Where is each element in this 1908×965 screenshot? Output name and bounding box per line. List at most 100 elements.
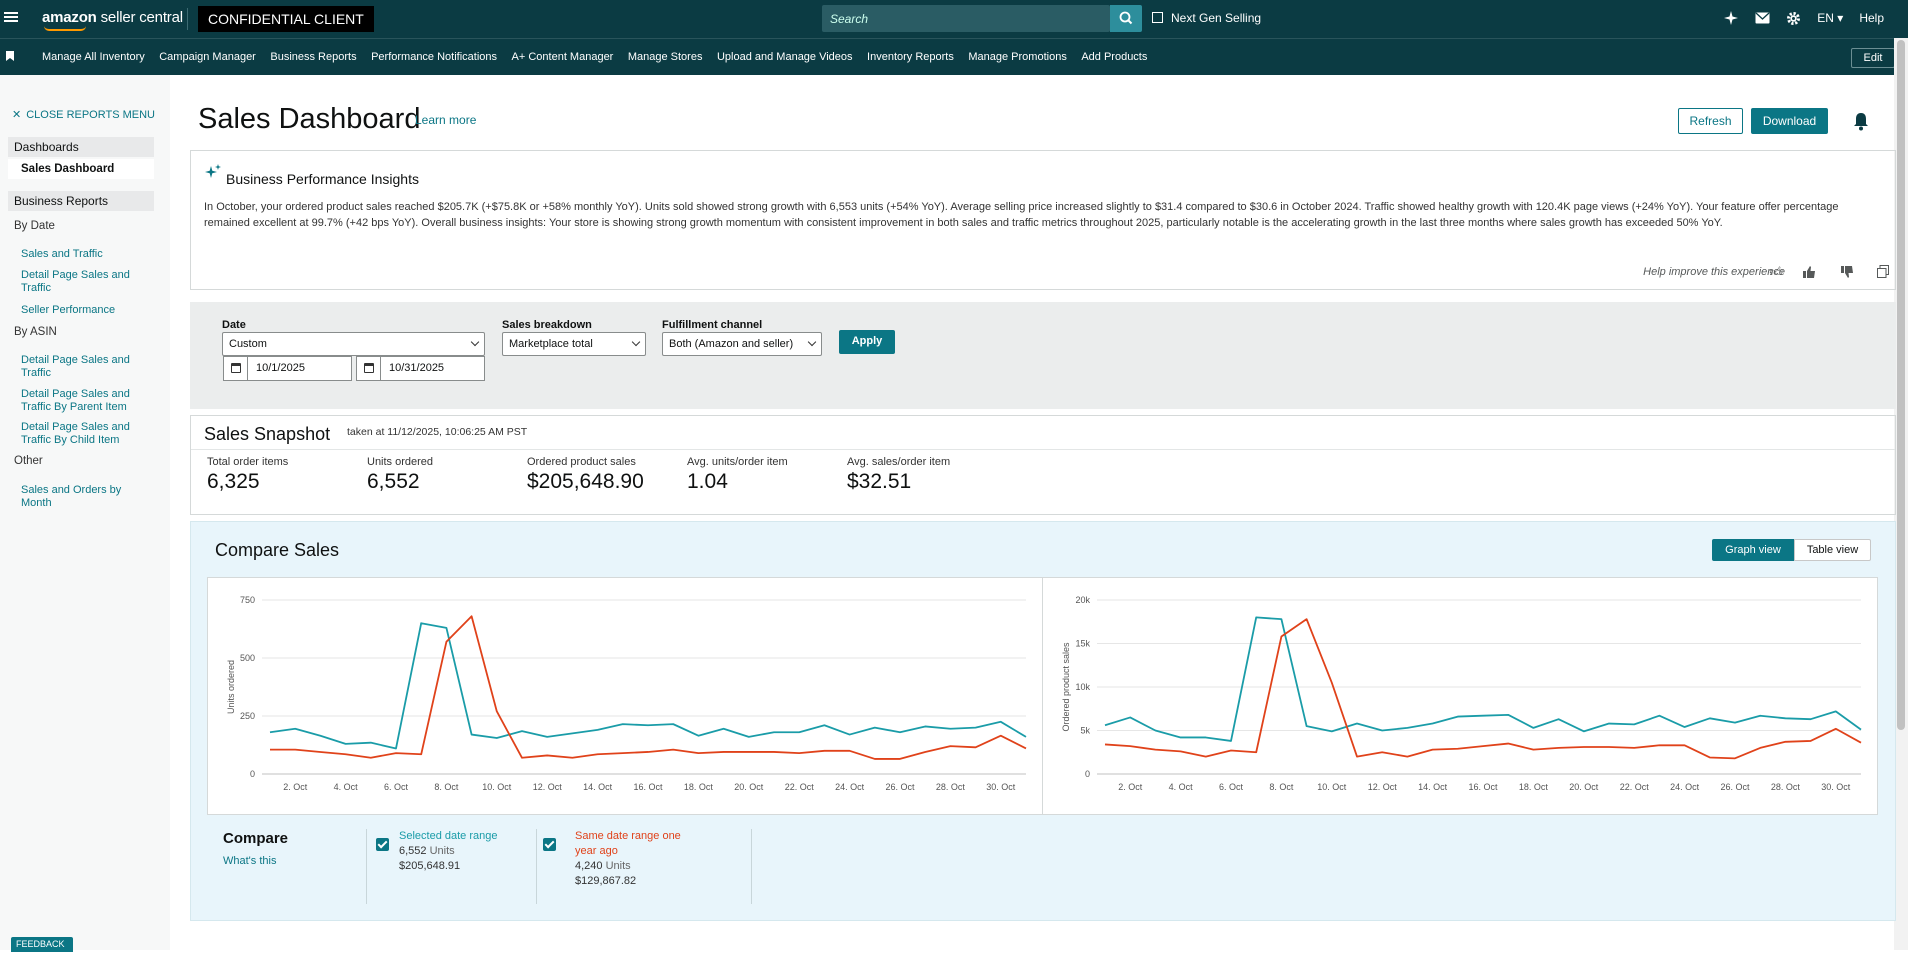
nav-inventory-reports[interactable]: Inventory Reports [867,51,954,63]
selected-range-series-line [1104,616,1862,742]
learn-more-link[interactable]: Learn more [415,113,477,127]
thumbs-down-icon[interactable] [1841,266,1854,278]
sidebar-link-sales-traffic[interactable]: Sales and Traffic [21,248,103,260]
help-link[interactable]: Help [1859,11,1884,25]
end-date-input[interactable]: 10/31/2025 [356,356,485,381]
sales-breakdown-select[interactable]: Marketplace total [502,332,646,356]
apply-button[interactable]: Apply [839,330,895,354]
selected-units-word: Units [429,845,455,857]
sidebar-link-asin-detail-page[interactable]: Detail Page Sales and Traffic [21,354,130,379]
x-tick-label: 2. Oct [283,782,308,792]
sidebar-link-sales-orders-by-month[interactable]: Sales and Orders by Month [21,484,122,509]
search-button[interactable] [1110,5,1142,32]
x-tick-label: 16. Oct [1468,782,1498,792]
sidebar-item-sales-dashboard[interactable]: Sales Dashboard [8,159,154,179]
nav-add-products[interactable]: Add Products [1081,51,1148,63]
previous-year-checkbox[interactable] [543,838,556,851]
hamburger-menu-icon[interactable] [4,10,18,24]
seller-central-logo[interactable]: amazon seller central [42,9,183,31]
mail-icon[interactable] [1755,12,1770,24]
previous-units: 4,240 [575,860,603,872]
units-ordered-chart: 0 250 500 750 2. Oct 4. Oct 6. Oct 8. Oct 10. Oc… [207,577,1043,815]
date-range-select[interactable]: Custom [222,332,485,356]
x-tick-label: 28. Oct [1771,782,1801,792]
x-tick-label: 16. Oct [633,782,663,792]
download-button[interactable]: Download [1751,108,1828,134]
sidebar-link-detail-page-sales-traffic[interactable]: Detail Page Sales and Traffic [21,269,130,294]
fulfillment-channel-label: Fulfillment channel [662,319,763,331]
page-scrollbar[interactable] [1894,38,1908,950]
x-tick-label: 6. Oct [384,782,409,792]
metric-value: 1.04 [687,470,728,493]
copy-icon[interactable] [1877,265,1889,278]
whats-this-link[interactable]: What's this [223,855,277,867]
search-box[interactable] [822,5,1110,32]
y-tick-label: 5k [1080,726,1090,736]
y-axis-label: Ordered product sales [1061,642,1071,732]
table-view-button[interactable]: Table view [1794,539,1871,561]
x-tick-label: 18. Oct [684,782,714,792]
start-date-input[interactable]: 10/1/2025 [223,356,352,381]
start-date-value: 10/1/2025 [256,362,305,374]
sidebar-section-dashboards: Dashboards [8,137,154,157]
client-name-badge: CONFIDENTIAL CLIENT [198,6,374,32]
calendar-icon[interactable] [357,357,381,380]
nav-business-reports[interactable]: Business Reports [270,51,357,63]
metric-label: Total order items [207,456,289,468]
nav-manage-stores[interactable]: Manage Stores [627,51,703,63]
x-tick-label: 20. Oct [734,782,764,792]
x-tick-label: 8. Oct [1269,782,1294,792]
sales-snapshot-panel: Sales Snapshot taken at 11/12/2025, 10:0… [190,415,1896,515]
sidebar-group-by-date: By Date [14,220,55,232]
metric-avg-sales-per-order: Avg. sales/order item $32.51 [847,456,950,494]
date-filter-label: Date [222,319,246,331]
search-input[interactable] [822,5,1072,32]
nav-upload-manage-videos[interactable]: Upload and Manage Videos [716,51,853,63]
thumbs-up-icon[interactable] [1803,266,1816,278]
language-label: EN [1817,11,1834,25]
sidebar-link-seller-performance[interactable]: Seller Performance [21,304,116,316]
sidebar-link-asin-child-item[interactable]: Detail Page Sales and Traffic By Child I… [21,421,130,446]
y-tick-label: 20k [1075,595,1090,605]
logo-brand: amazon [42,9,97,26]
selected-range-checkbox[interactable] [376,838,389,851]
language-selector[interactable]: EN ▾ [1817,11,1843,25]
y-tick-label: 250 [240,711,255,721]
ai-sparkle-icon [205,164,221,178]
x-tick-label: 26. Oct [885,782,915,792]
graph-view-button[interactable]: Graph view [1712,539,1794,561]
notification-bell-icon[interactable] [1852,111,1870,131]
sparkle-icon[interactable] [1723,10,1739,26]
close-reports-menu[interactable]: ✕ CLOSE REPORTS MENU [12,108,155,121]
fulfillment-channel-select[interactable]: Both (Amazon and seller) [662,332,822,356]
close-icon: ✕ [12,109,22,121]
selected-range-legend: Selected date range 6,552 Units $205,648… [399,829,497,874]
snapshot-title: Sales Snapshot [204,424,331,444]
edit-bookmarks-button[interactable]: Edit [1851,48,1895,68]
next-gen-label: Next Gen Selling [1171,11,1262,25]
metric-label: Avg. sales/order item [847,456,951,468]
next-gen-selling-link[interactable]: Next Gen Selling [1152,11,1261,25]
previous-year-legend: Same date range one year ago 4,240 Units… [575,829,695,889]
sidebar-link-asin-parent-item[interactable]: Detail Page Sales and Traffic By Parent … [21,388,130,413]
x-tick-label: 26. Oct [1720,782,1750,792]
nav-manage-all-inventory[interactable]: Manage All Inventory [42,51,145,63]
close-icon[interactable]: ✕ [16,953,24,963]
nav-performance-notifications[interactable]: Performance Notifications [371,51,498,63]
nav-manage-promotions[interactable]: Manage Promotions [968,51,1067,63]
date-range-value: Custom [229,338,267,350]
calendar-icon[interactable] [224,357,248,380]
nav-a-plus-content-manager[interactable]: A+ Content Manager [511,51,614,63]
selected-range-label: Selected date range [399,830,498,842]
fulfillment-channel-value: Both (Amazon and seller) [669,338,794,350]
nav-campaign-manager[interactable]: Campaign Manager [159,51,256,63]
search-icon [1119,11,1133,25]
x-tick-label: 20. Oct [1569,782,1599,792]
external-link-icon [1152,12,1163,23]
thumbs-up-icon[interactable]: 👍︎ [1769,264,1783,279]
metric-value: 6,325 [207,470,260,493]
insights-title: Business Performance Insights [226,171,419,187]
gear-icon[interactable] [1786,11,1801,26]
bookmark-icon[interactable] [6,51,14,61]
refresh-button[interactable]: Refresh [1678,108,1743,134]
